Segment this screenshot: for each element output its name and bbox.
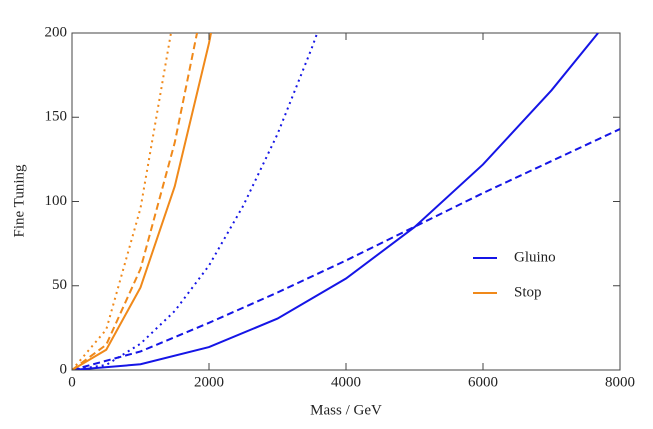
series-line: [72, 33, 198, 370]
y-axis-label: Fine Tuning: [11, 164, 27, 237]
series-line: [72, 33, 319, 370]
series-line: [72, 33, 212, 370]
series-line: [72, 33, 599, 370]
x-tick-label: 6000: [468, 374, 498, 390]
series-line: [72, 128, 620, 370]
x-tick-label: 2000: [194, 374, 224, 390]
legend-label: Gluino: [514, 249, 556, 265]
legend-label: Stop: [514, 284, 542, 300]
y-tick-label: 100: [45, 193, 68, 209]
y-tick-label: 200: [45, 24, 68, 40]
x-tick-label: 4000: [331, 374, 361, 390]
y-tick-label: 150: [45, 109, 68, 125]
lines: [72, 33, 620, 370]
y-tick-label: 50: [52, 277, 67, 293]
x-tick-label: 0: [68, 374, 76, 390]
y-tick-label: 0: [60, 361, 68, 377]
x-tick-label: 8000: [605, 374, 635, 390]
series-line: [72, 33, 172, 370]
plot-frame: [71, 32, 621, 371]
x-axis-label: Mass / GeV: [310, 402, 382, 418]
